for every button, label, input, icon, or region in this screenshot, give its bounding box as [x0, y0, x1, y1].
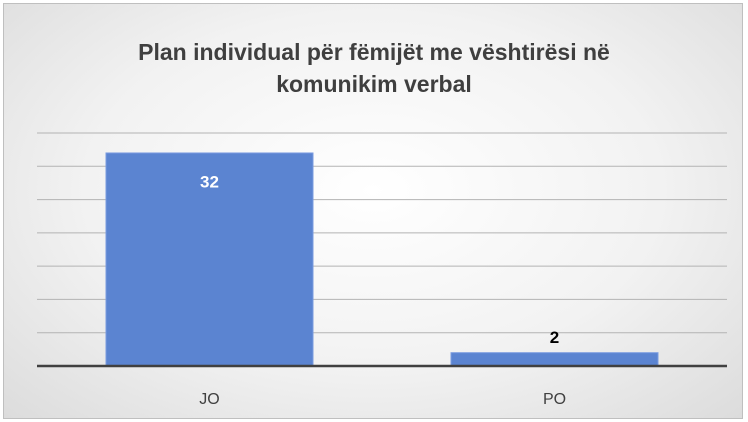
x-tick-label: PO: [543, 391, 566, 408]
bar: [450, 352, 659, 367]
x-tick-label: JO: [199, 391, 219, 408]
bar: [105, 152, 314, 367]
data-label: 2: [550, 328, 559, 347]
chart-title: Plan individual për fëmijët me vështirës…: [138, 39, 610, 97]
data-label: 32: [200, 172, 219, 191]
